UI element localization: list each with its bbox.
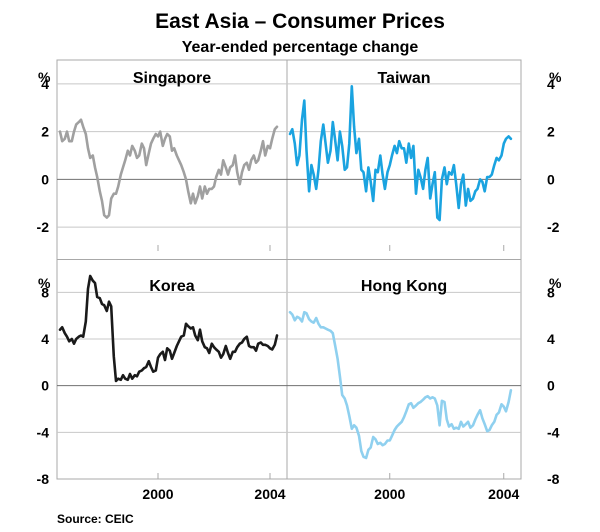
- y-tick-label: -8: [37, 471, 50, 487]
- panel-title-korea: Korea: [149, 278, 194, 295]
- x-tick-label: 2000: [374, 486, 405, 502]
- source-note: Source: CEIC: [57, 512, 134, 526]
- chart-subtitle: Year-ended percentage change: [182, 39, 419, 56]
- series-line-korea: [58, 274, 279, 383]
- panel-hong-kong: 8 4 0 -4 -8% Hong Kong 2000 2004: [287, 275, 562, 502]
- chart-frame: [56, 59, 522, 480]
- x-tick-label: 2004: [254, 486, 285, 502]
- y-tick-label: -4: [37, 424, 50, 440]
- y-tick-label: 4: [41, 76, 49, 92]
- y-tick-label: 2: [41, 124, 49, 140]
- panel-singapore: 4 2 0 -2% Singapore: [37, 69, 287, 251]
- x-tick-label: 2004: [488, 486, 519, 502]
- y-tick-label: 8: [547, 284, 555, 300]
- y-unit-label: %: [549, 275, 562, 291]
- chart-panels: 4 2 0 -2% Singapore 4 2 0 -2% Taiwan 8 4 0 -4 -8% Korea…: [37, 69, 562, 502]
- y-tick-label: 4: [41, 331, 49, 347]
- panel-title-singapore: Singapore: [133, 70, 211, 87]
- series-line-taiwan: [288, 85, 513, 222]
- series-line-singapore: [58, 118, 279, 219]
- x-tick-label: 2000: [142, 486, 173, 502]
- y-tick-label: 0: [41, 378, 49, 394]
- y-tick-label: 8: [41, 284, 49, 300]
- outer-frame: [56, 59, 522, 480]
- y-tick-label: -2: [547, 219, 560, 235]
- y-tick-label: -8: [547, 471, 560, 487]
- y-unit-label: %: [38, 275, 51, 291]
- panel-title-hong-kong: Hong Kong: [361, 278, 447, 295]
- chart-title: East Asia – Consumer Prices: [155, 10, 445, 33]
- panel-korea: 8 4 0 -4 -8% Korea 2000 2004: [37, 274, 287, 502]
- y-tick-label: 0: [547, 378, 555, 394]
- y-tick-label: 0: [547, 171, 555, 187]
- y-unit-label: %: [38, 69, 51, 85]
- series-line-hong-kong: [288, 310, 513, 460]
- y-tick-label: 4: [547, 76, 555, 92]
- y-tick-label: -4: [547, 424, 560, 440]
- y-tick-label: -2: [37, 219, 50, 235]
- y-unit-label: %: [549, 69, 562, 85]
- panel-title-taiwan: Taiwan: [377, 70, 430, 87]
- y-tick-label: 4: [547, 331, 555, 347]
- panel-taiwan: 4 2 0 -2% Taiwan: [287, 69, 562, 251]
- y-tick-label: 2: [547, 124, 555, 140]
- y-tick-label: 0: [41, 171, 49, 187]
